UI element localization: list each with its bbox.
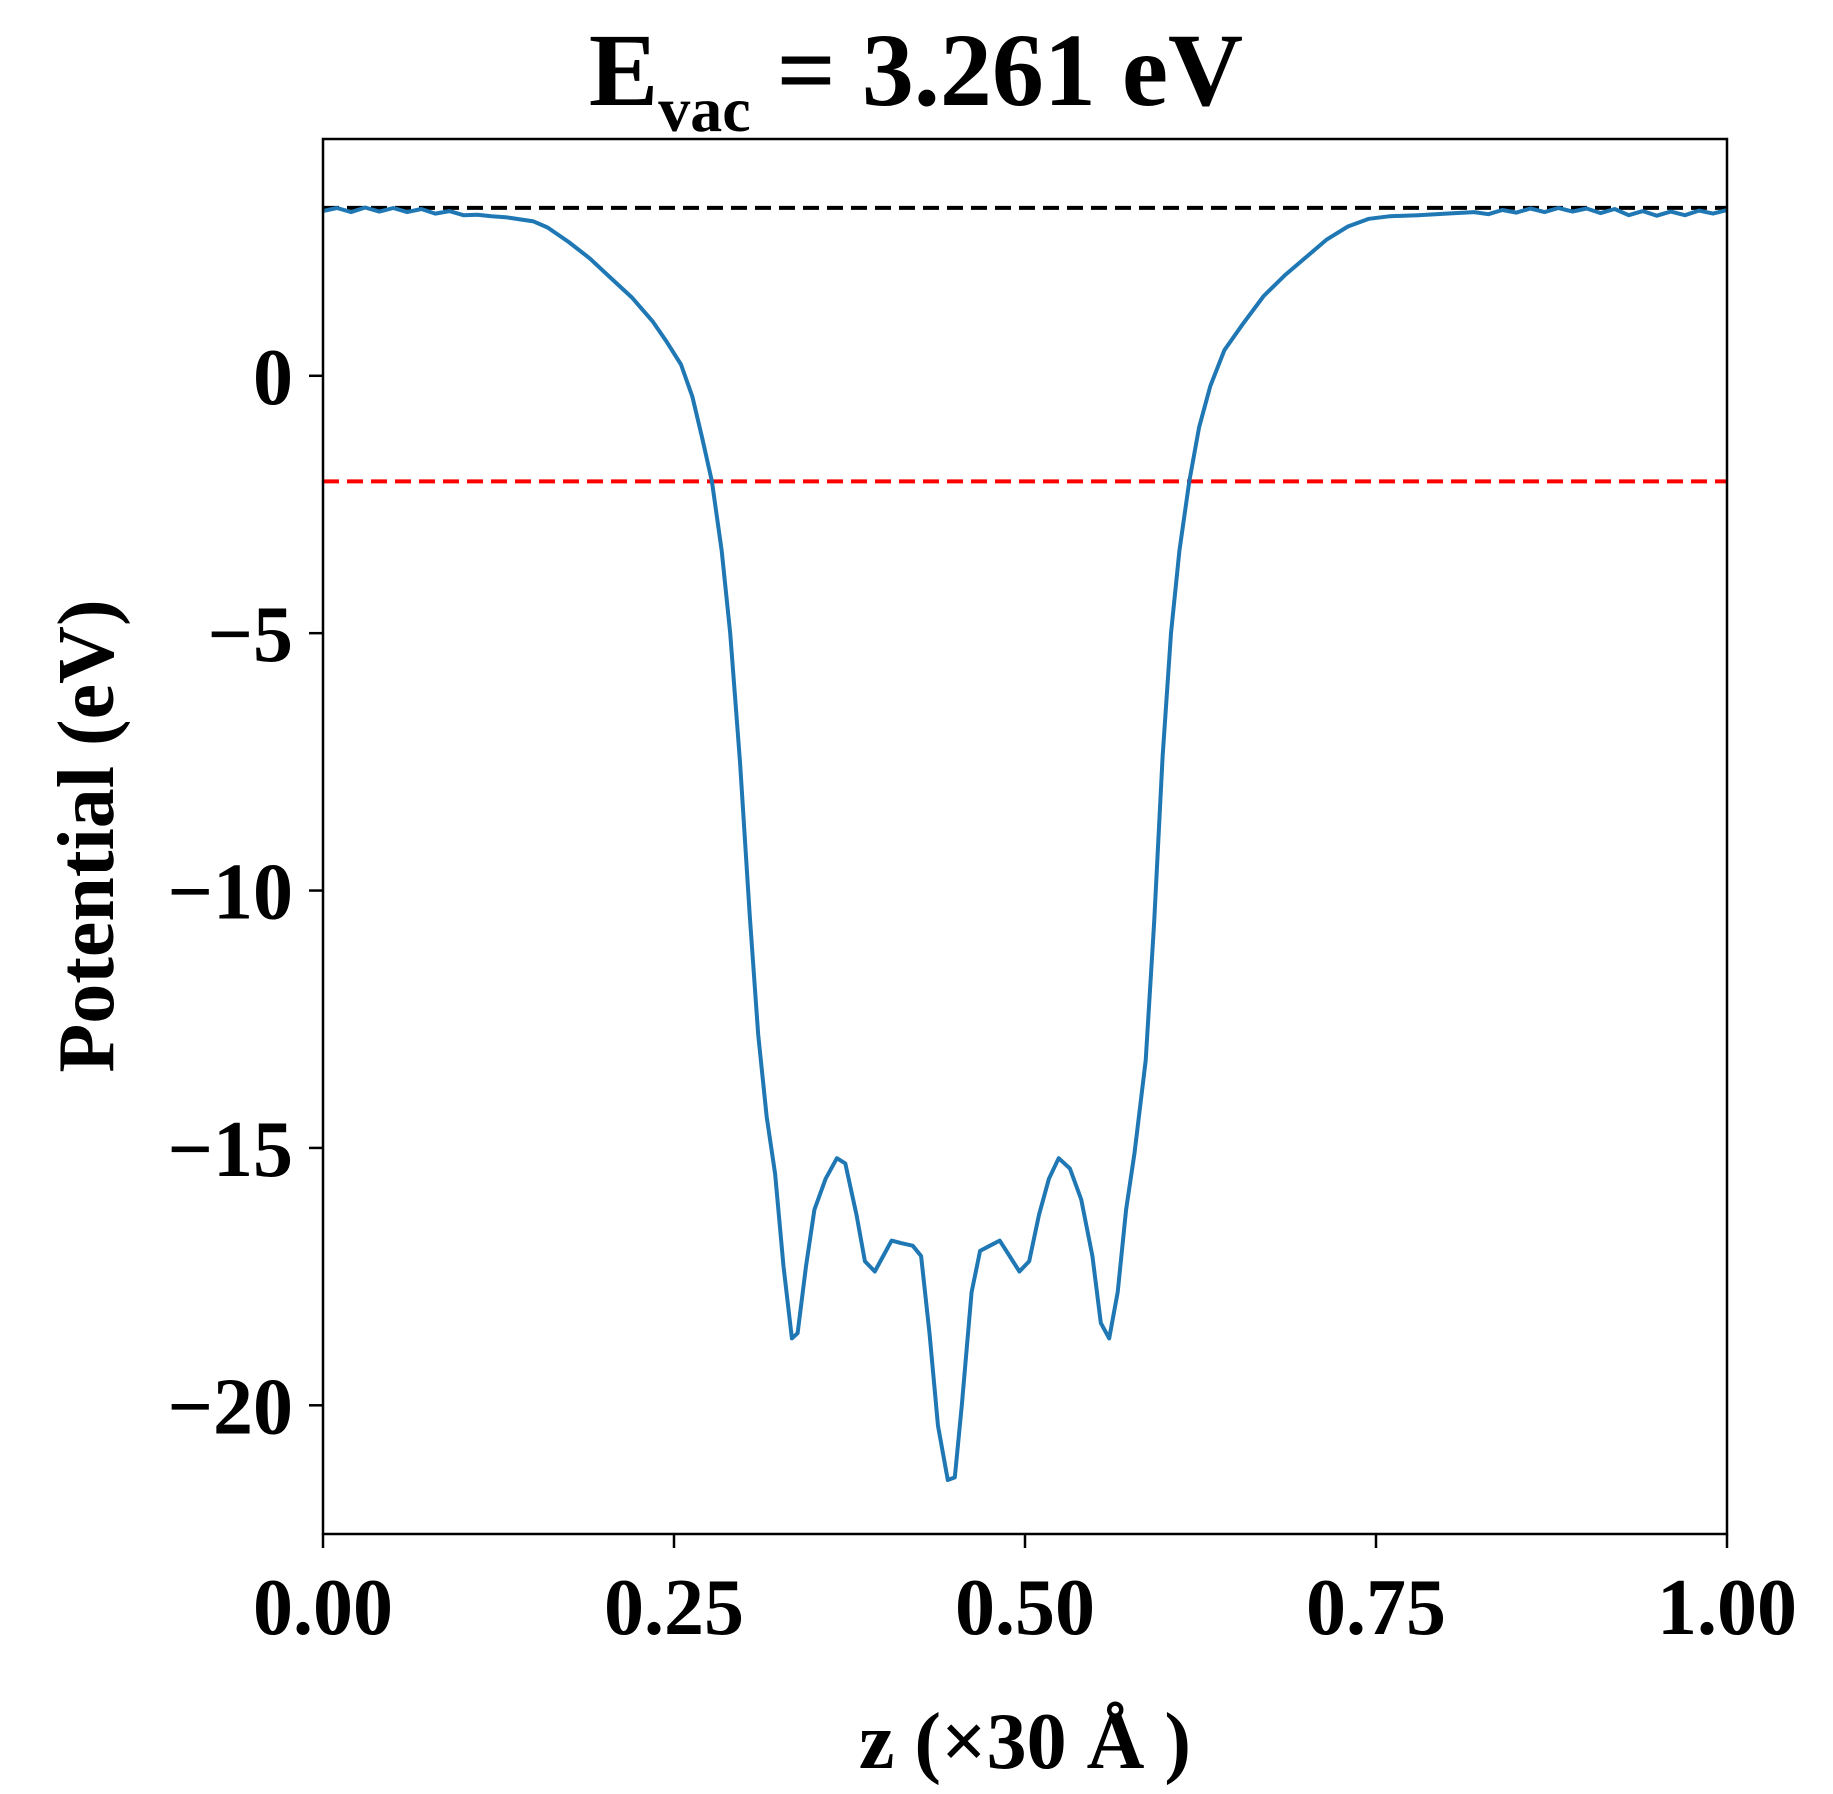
x-axis: 0.00 0.25 0.50 0.75 1.00 (253, 1534, 1797, 1652)
x-tick-label: 0.75 (1306, 1564, 1446, 1652)
reference-lines (323, 205, 1727, 484)
y-tick-label: 0 (253, 334, 293, 422)
chart-title-rest: = 3.261 eV (751, 13, 1244, 128)
series-layer (323, 205, 1727, 1482)
series-line-1 (323, 205, 1727, 1482)
y-tick-label: −15 (167, 1106, 293, 1194)
x-tick-label: 0.25 (604, 1564, 744, 1652)
chart-title-subscript: vac (658, 74, 750, 145)
x-tick-label: 1.00 (1657, 1564, 1797, 1652)
x-tick-label: 0.00 (253, 1564, 393, 1652)
x-tick-label: 0.50 (955, 1564, 1095, 1652)
plot-frame (321, 137, 1729, 1536)
y-tick-label: −10 (167, 849, 293, 937)
y-tick-label: −5 (207, 591, 293, 679)
x-axis-label: z (×30 Å ) (859, 1698, 1191, 1786)
chart-title: Evac = 3.261 eV (589, 13, 1243, 145)
y-axis-label: Potential (eV) (43, 599, 131, 1072)
chart-title-main: E (589, 13, 658, 128)
y-tick-label: −20 (167, 1363, 293, 1451)
y-axis: 0 −5 −10 −15 −20 (167, 334, 323, 1451)
